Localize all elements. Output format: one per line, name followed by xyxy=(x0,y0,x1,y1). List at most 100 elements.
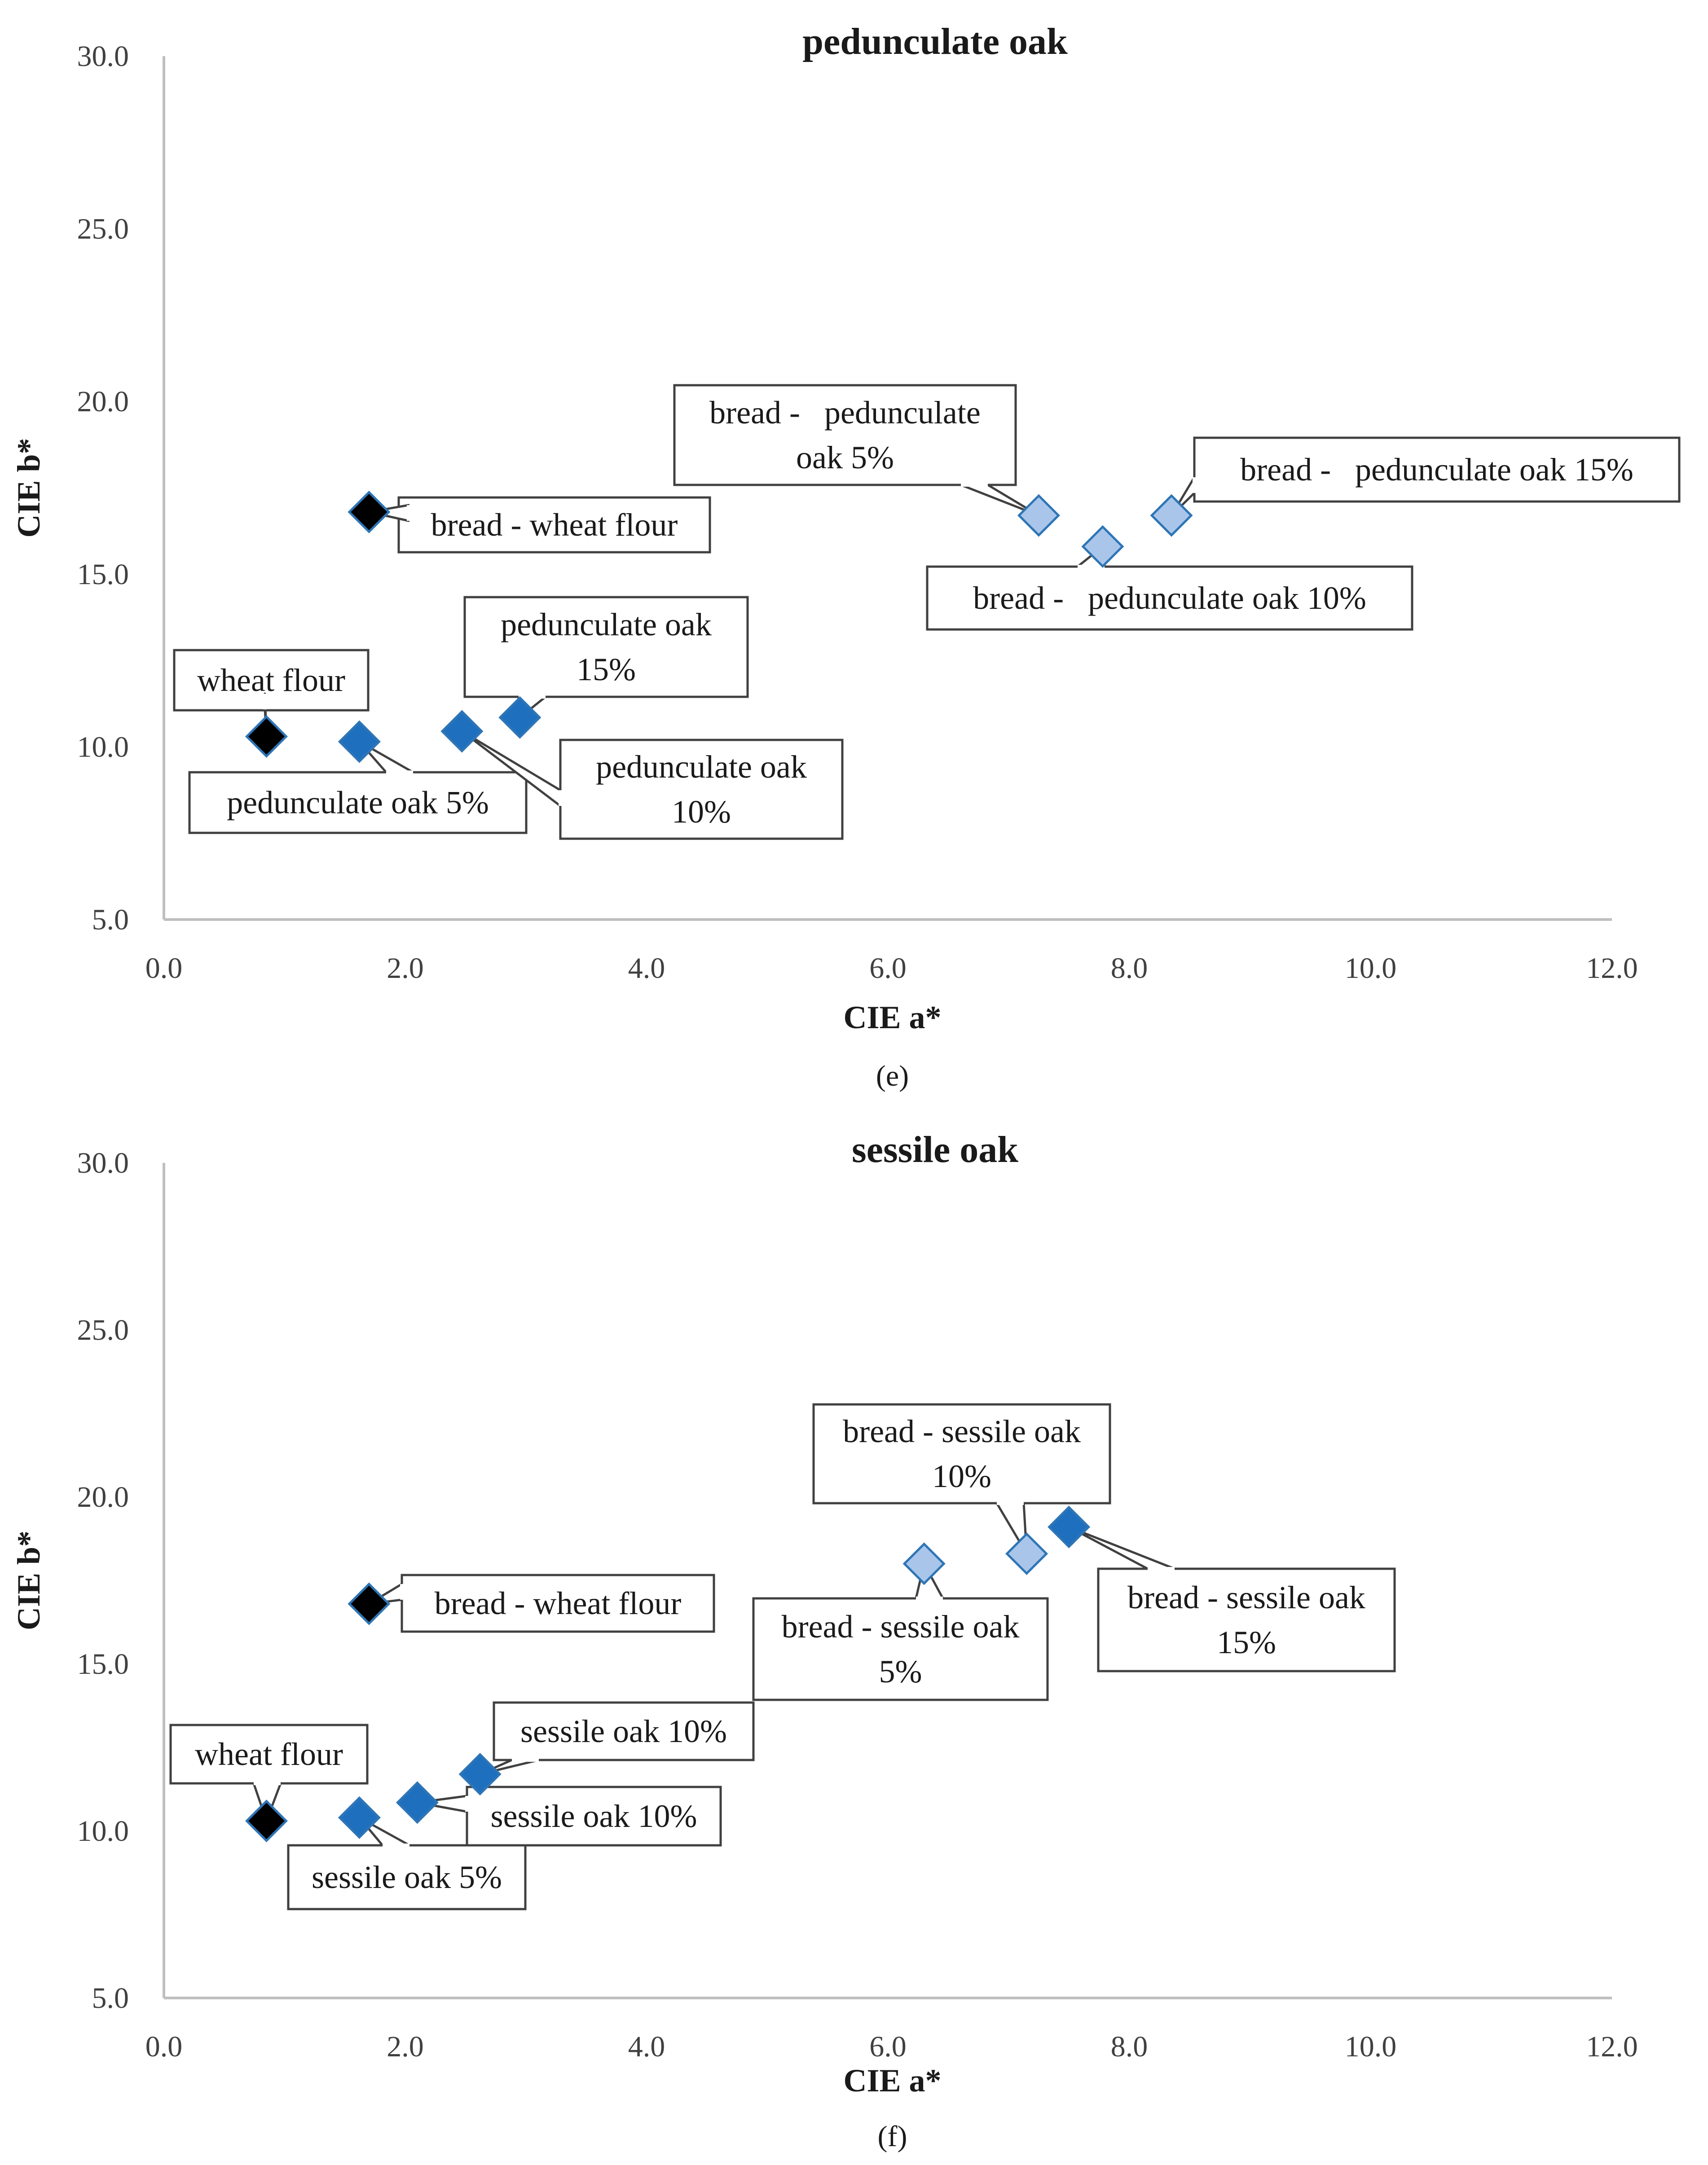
data-point-marker xyxy=(1081,525,1124,568)
data-label-callout: sessile oak 5% xyxy=(287,1816,527,1910)
data-point-marker xyxy=(245,1800,288,1843)
x-tick-label: 2.0 xyxy=(387,2030,424,2063)
callout-box xyxy=(188,771,528,834)
data-point-marker xyxy=(338,1796,381,1839)
y-tick-label: 30.0 xyxy=(77,1147,129,1179)
callout-box xyxy=(673,384,1017,486)
callout-pointer xyxy=(1068,1526,1176,1570)
data-point-marker xyxy=(458,1752,502,1796)
data-label: wheat flour xyxy=(197,662,345,698)
y-tick-label: 10.0 xyxy=(77,730,129,763)
chart-title: sessile oak xyxy=(852,1129,1018,1171)
data-label: pedunculate oak 5% xyxy=(227,785,489,821)
callout-box xyxy=(401,1574,715,1633)
data-label-callout: bread - sessile oak 10% xyxy=(812,1403,1111,1555)
data-label: sessile oak 5% xyxy=(312,1859,502,1895)
callout-box xyxy=(463,596,749,698)
panel-label: (f) xyxy=(878,2120,907,2153)
y-axis-title: CIE b* xyxy=(11,438,47,537)
data-label: 5% xyxy=(879,1654,922,1690)
x-tick-label: 8.0 xyxy=(1111,2030,1148,2063)
callout-box xyxy=(173,649,370,712)
data-label-callout: wheat flour xyxy=(173,649,370,738)
x-tick-label: 4.0 xyxy=(628,952,665,985)
chart-title: pedunculate oak xyxy=(802,21,1068,62)
x-tick-label: 0.0 xyxy=(145,952,183,985)
y-tick-label: 30.0 xyxy=(77,40,129,73)
data-label: sessile oak 10% xyxy=(491,1798,697,1834)
x-tick-label: 4.0 xyxy=(628,2030,665,2063)
data-point-marker xyxy=(396,1781,439,1824)
data-label: bread - wheat flour xyxy=(435,1585,682,1621)
data-label: bread - pedunculate oak 10% xyxy=(973,580,1366,616)
x-tick-label: 10.0 xyxy=(1345,952,1397,985)
chart-panel-e: pedunculate oak 5.0 10.0 15.0 20.0 25.0 30.0 0.… xyxy=(11,21,1681,1092)
callout-box xyxy=(493,1701,755,1761)
callout-box xyxy=(559,739,844,840)
callout-box xyxy=(466,1786,722,1847)
x-tick-label: 6.0 xyxy=(869,952,907,985)
y-tick-label: 20.0 xyxy=(77,385,129,418)
callout-box xyxy=(1097,1567,1396,1672)
y-tick-label: 5.0 xyxy=(92,1982,129,2015)
data-label-callout: bread - sessile oak 5% xyxy=(752,1562,1049,1701)
data-label-callout: bread - pedunculate oak 10% xyxy=(926,545,1413,631)
data-label: bread - sessile oak xyxy=(1127,1580,1365,1615)
y-tick-label: 5.0 xyxy=(92,903,129,936)
data-label: pedunculate oak xyxy=(501,607,712,642)
data-label-callout: pedunculate oak 5% xyxy=(188,740,528,834)
data-point-marker xyxy=(338,720,381,763)
x-tick-label: 2.0 xyxy=(387,952,424,985)
data-point-marker xyxy=(902,1542,946,1585)
y-tick-label: 15.0 xyxy=(77,558,129,591)
x-tick-label: 10.0 xyxy=(1345,2030,1397,2063)
data-label: bread - pedunculate oak 15% xyxy=(1240,452,1633,488)
data-label-callout: wheat flour xyxy=(169,1724,369,1822)
data-label: wheat flour xyxy=(195,1736,343,1772)
data-point-marker xyxy=(498,696,541,739)
y-tick-label: 25.0 xyxy=(77,213,129,246)
data-point-marker xyxy=(1150,494,1193,537)
data-label: 15% xyxy=(1217,1624,1276,1660)
data-label: 15% xyxy=(577,651,636,687)
x-axis-title: CIE a* xyxy=(843,999,941,1035)
callout-box xyxy=(169,1724,369,1785)
data-label-callout: pedunculate oak 10% xyxy=(461,730,844,840)
data-label-callout: bread - pedunculate oak 5% xyxy=(673,384,1040,517)
data-label-callout: sessile oak 10% xyxy=(416,1786,722,1847)
y-tick-label: 15.0 xyxy=(77,1648,129,1681)
data-label-callout: sessile oak 10% xyxy=(479,1701,755,1776)
chart-panel-f: sessile oak 5.0 10.0 15.0 20.0 25.0 30.0 0.0 2.0… xyxy=(11,1129,1638,2153)
x-tick-label: 0.0 xyxy=(145,2030,183,2063)
data-point-marker xyxy=(245,715,288,758)
data-point-marker xyxy=(1017,494,1060,537)
data-label: sessile oak 10% xyxy=(520,1713,727,1749)
y-tick-label: 20.0 xyxy=(77,1481,129,1514)
data-label-callout: bread - pedunculate oak 15% xyxy=(1170,436,1681,517)
data-point-marker xyxy=(440,710,484,753)
x-tick-label: 12.0 xyxy=(1586,2030,1638,2063)
callout-box xyxy=(926,565,1413,631)
data-label: pedunculate oak xyxy=(596,749,807,785)
x-tick-label: 8.0 xyxy=(1111,952,1148,985)
data-point-marker xyxy=(1048,1505,1091,1549)
x-tick-label: 12.0 xyxy=(1586,952,1638,985)
callout-box xyxy=(812,1403,1111,1505)
data-label-callout: bread - wheat flour xyxy=(368,496,711,554)
y-tick-label: 25.0 xyxy=(77,1314,129,1347)
data-point-marker xyxy=(1005,1532,1048,1575)
data-label: oak 5% xyxy=(796,440,894,475)
y-tick-label: 10.0 xyxy=(77,1815,129,1848)
data-label: bread - pedunculate xyxy=(709,395,981,431)
x-axis-title: CIE a* xyxy=(843,2063,941,2099)
data-label: bread - sessile oak xyxy=(843,1413,1081,1449)
callout-box xyxy=(287,1844,527,1910)
callout-box xyxy=(1193,436,1681,503)
callout-box xyxy=(752,1597,1049,1701)
callout-box xyxy=(397,496,711,554)
data-label: bread - sessile oak xyxy=(782,1609,1020,1645)
data-point-marker xyxy=(348,490,391,533)
x-tick-label: 6.0 xyxy=(869,2030,907,2063)
data-label: 10% xyxy=(672,794,731,830)
